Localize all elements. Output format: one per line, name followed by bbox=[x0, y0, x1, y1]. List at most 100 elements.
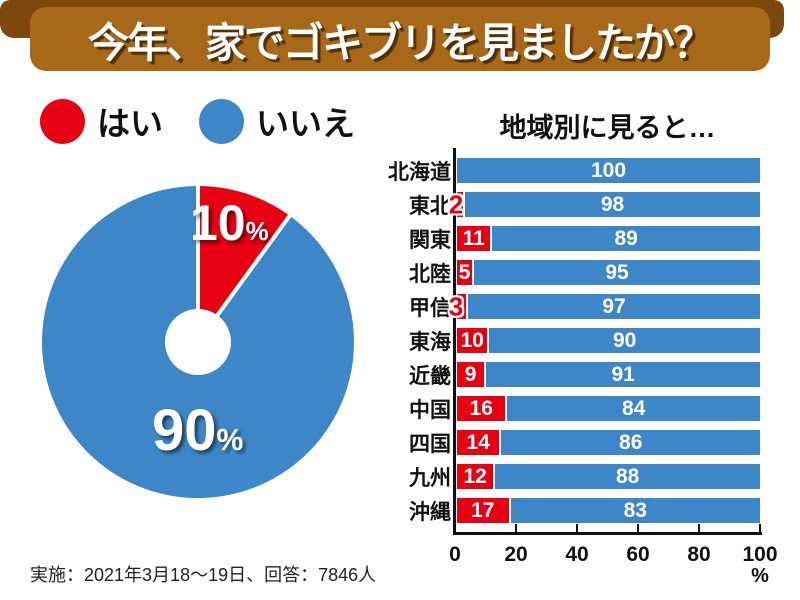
bar-track: 16 84 bbox=[457, 396, 760, 421]
no-bar-segment: 91 bbox=[486, 362, 760, 387]
no-value-label: 84 bbox=[622, 396, 646, 420]
yes-value-label: 3 bbox=[448, 291, 464, 321]
y-axis-line bbox=[453, 148, 456, 535]
legend-item-yes: はい bbox=[40, 97, 163, 145]
yes-value-label: 14 bbox=[466, 430, 490, 454]
bar-row: 四国 14 86 bbox=[380, 426, 800, 460]
region-label: 中国 bbox=[409, 399, 451, 422]
x-axis-unit: % bbox=[751, 565, 769, 587]
bar-row: 中国 16 84 bbox=[380, 392, 800, 426]
yes-value-label: 9 bbox=[464, 362, 477, 386]
bar-row: 北陸 5 95 bbox=[380, 256, 800, 290]
no-bar-segment: 83 bbox=[510, 498, 760, 523]
bar-chart-title: 地域別に見ると… bbox=[499, 113, 716, 143]
bar-row: 東海 10 90 bbox=[380, 324, 800, 358]
bar-row: 甲信 3 97 bbox=[380, 290, 800, 324]
yes-bar-segment: 10 bbox=[457, 328, 488, 353]
bar-track: 9 91 bbox=[457, 362, 760, 387]
yes-bar-segment: 12 bbox=[457, 464, 494, 489]
yes-value-label: 17 bbox=[471, 498, 495, 522]
yes-value-label: 10 bbox=[460, 328, 484, 352]
no-bar-segment: 88 bbox=[495, 464, 760, 489]
x-axis-tick-label: 100 bbox=[742, 543, 778, 566]
no-value-label: 91 bbox=[611, 362, 635, 386]
region-label: 九州 bbox=[409, 467, 451, 490]
yes-bar-segment: 17 bbox=[457, 498, 509, 523]
region-label: 甲信 bbox=[409, 297, 451, 320]
yes-bar-segment bbox=[457, 294, 467, 319]
yes-bar-segment: 11 bbox=[457, 226, 491, 251]
no-bar-segment: 90 bbox=[489, 328, 760, 353]
bar-row: 沖縄 17 83 bbox=[380, 494, 800, 528]
no-color-dot-icon bbox=[199, 98, 244, 144]
no-value-label: 97 bbox=[602, 294, 626, 318]
x-axis-tick-label: 80 bbox=[687, 543, 711, 566]
x-axis-tick bbox=[575, 524, 579, 533]
legend-label-yes: はい bbox=[97, 105, 163, 142]
bar-row: 近畿 9 91 bbox=[380, 358, 800, 392]
region-label: 沖縄 bbox=[409, 501, 451, 524]
x-axis-tick-label: 40 bbox=[565, 543, 589, 566]
no-value-label: 86 bbox=[619, 430, 643, 454]
bar-track: 10 90 bbox=[457, 328, 760, 353]
legend-item-no: いいえ bbox=[199, 97, 355, 145]
x-axis-tick bbox=[758, 524, 762, 533]
percent-unit: % bbox=[245, 216, 269, 246]
pie-label-no: 90% bbox=[152, 398, 244, 463]
x-axis-tick bbox=[514, 524, 518, 533]
pie-label-yes: 10% bbox=[190, 195, 269, 251]
no-value-label: 88 bbox=[615, 464, 640, 488]
region-label: 東海 bbox=[409, 331, 451, 354]
no-value-label: 100 bbox=[590, 158, 627, 182]
no-value-label: 98 bbox=[600, 192, 625, 216]
yes-value-label: 16 bbox=[469, 396, 493, 420]
yes-bar-segment: 9 bbox=[457, 362, 485, 387]
region-label: 関東 bbox=[409, 229, 451, 252]
no-value-label: 90 bbox=[612, 328, 637, 352]
yes-value-label: 11 bbox=[462, 226, 485, 250]
survey-note: 実施：2021年3月18〜19日、回答：7846人 bbox=[30, 565, 377, 585]
no-bar-segment: 89 bbox=[492, 226, 760, 251]
yes-color-dot-icon bbox=[40, 98, 85, 144]
yes-bar-segment: 14 bbox=[457, 430, 500, 455]
no-bar-segment: 86 bbox=[501, 430, 760, 455]
region-label: 北陸 bbox=[409, 263, 451, 286]
bar-track: 17 83 bbox=[457, 498, 760, 523]
legend-label-no: いいえ bbox=[256, 105, 355, 142]
bar-track: 100 bbox=[457, 158, 760, 183]
yes-bar-segment: 16 bbox=[457, 396, 506, 421]
x-axis-line bbox=[453, 532, 762, 535]
donut-chart: 10% 90% bbox=[38, 182, 358, 502]
percent-unit: % bbox=[216, 424, 244, 457]
yes-bar-segment: 5 bbox=[457, 260, 473, 285]
x-axis-tick-label: 20 bbox=[504, 543, 528, 566]
no-value-label: 95 bbox=[605, 260, 629, 284]
x-axis-tick-label: 60 bbox=[626, 543, 650, 566]
donut-hole bbox=[165, 309, 231, 375]
no-bar-segment: 95 bbox=[474, 260, 760, 285]
donut-chart-svg bbox=[38, 182, 358, 502]
bar-track: 2 98 bbox=[449, 189, 760, 219]
bar-track: 12 88 bbox=[457, 464, 760, 489]
bar-row: 北海道 100 bbox=[380, 154, 800, 188]
no-bar-segment: 97 bbox=[468, 294, 760, 319]
no-bar-segment: 100 bbox=[457, 158, 760, 183]
bar-track: 14 86 bbox=[457, 430, 760, 455]
no-value-label: 89 bbox=[614, 226, 638, 250]
yes-value-label: 5 bbox=[458, 260, 471, 284]
x-axis-tick bbox=[636, 524, 640, 533]
x-axis-tick-label: 0 bbox=[449, 543, 461, 566]
bar-track: 5 95 bbox=[457, 260, 760, 285]
bar-row: 九州 12 88 bbox=[380, 460, 800, 494]
bar-row: 東北 2 98 bbox=[380, 188, 800, 222]
region-bar-chart: 北海道 100 東北 2 98 関東 11 89 北陸 5 95 甲信 3 97 東海 10 90 近畿 9 91 中国… bbox=[380, 148, 800, 600]
region-label: 北海道 bbox=[388, 161, 451, 184]
yes-value-label: 2 bbox=[448, 189, 464, 219]
yes-value-label: 12 bbox=[463, 464, 487, 488]
pie-slice bbox=[196, 182, 293, 344]
title-banner: 今年、家でゴキブリを見ましたか？ bbox=[30, 7, 770, 71]
region-label: 四国 bbox=[409, 433, 451, 456]
no-bar-segment: 98 bbox=[465, 192, 760, 217]
bar-row: 関東 11 89 bbox=[380, 222, 800, 256]
